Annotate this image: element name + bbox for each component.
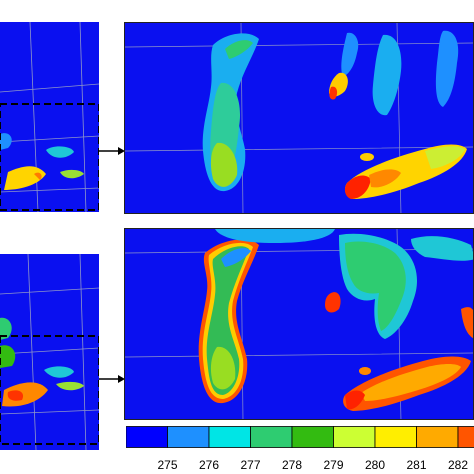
green-bay [221,248,251,267]
colorbar-segment [333,426,376,448]
zoomed-map-bottom-svg [125,229,473,419]
colorbar-segment [250,426,293,448]
zoom-region-box [0,103,99,211]
lake-huron-overview [44,366,74,378]
colorbar-segment [416,426,459,448]
lake-huron-north [341,32,359,77]
colorbar-segment [374,426,417,448]
lake-erie-central-warm [369,169,401,188]
lake-michigan-partial [0,133,12,150]
lake-erie-west-warm [344,175,371,199]
colorbar-tick-label: 280 [364,458,386,472]
lake-erie-west-warm [345,390,365,410]
lake-erie-interior [361,364,461,401]
lake-michigan-partial-south [0,345,16,368]
colorbar-segment [457,426,474,448]
colorbar-tick-labels: 275 276 277 278 279 280 281 282 [126,458,474,474]
georgian-bay [411,236,473,261]
grid-lines [125,23,473,213]
zoom-region-box [0,335,99,445]
colorbar-segment [208,426,251,448]
colorbar-tick-label: 276 [198,458,220,472]
lake-michigan-partial [0,317,12,340]
lake-erie-overview [4,166,46,190]
water-background [0,254,99,450]
colorbar-tick-label: 278 [281,458,303,472]
overview-map-bottom-svg [0,254,99,450]
colorbar-segment [167,426,210,448]
lake-st-clair [360,153,374,161]
water-background [125,23,473,213]
saginaw-bay-warm [329,86,338,100]
overview-map-top [0,22,99,212]
arrow-icon-bottom [99,375,125,383]
zoomed-map-top [124,22,474,214]
lake-huron-interior [345,241,406,331]
arrow-icon-top [99,147,125,155]
grid-lines [0,22,99,212]
colorbar [126,426,474,448]
lake-erie-overview-warm [34,172,42,180]
saginaw-bay-warm [325,292,341,313]
georgian-bay [435,30,459,108]
colorbar-segment [126,426,168,448]
lake-ontario-overview [56,381,84,391]
lake-huron-overview [46,146,74,158]
lake-superior-edge [215,229,335,243]
colorbar-tick-label: 279 [323,458,344,472]
colorbar-tick-label: 282 [447,458,469,472]
colorbar-segment [291,426,334,448]
lake-ontario-edge [461,307,473,339]
zoomed-map-bottom [124,228,474,420]
colorbar-tick-label: 281 [406,458,427,472]
colorbar-tick-label: 275 [157,458,178,472]
lake-michigan-south [210,142,238,187]
zoomed-map-top-svg [125,23,473,213]
lake-ontario-overview [60,169,84,179]
lake-michigan-south [210,346,236,390]
lake-erie-overview-warm [7,390,24,401]
lake-erie-overview [2,382,48,407]
lake-huron-main [372,34,402,116]
lake-st-clair [359,367,371,375]
green-bay [225,40,253,59]
grid-lines [0,254,99,450]
colorbar-tick-label: 277 [240,458,261,472]
lake-erie-east [425,146,465,169]
overview-map-bottom [0,254,99,450]
overview-map-top-svg [0,22,99,212]
grid-lines [125,229,473,419]
